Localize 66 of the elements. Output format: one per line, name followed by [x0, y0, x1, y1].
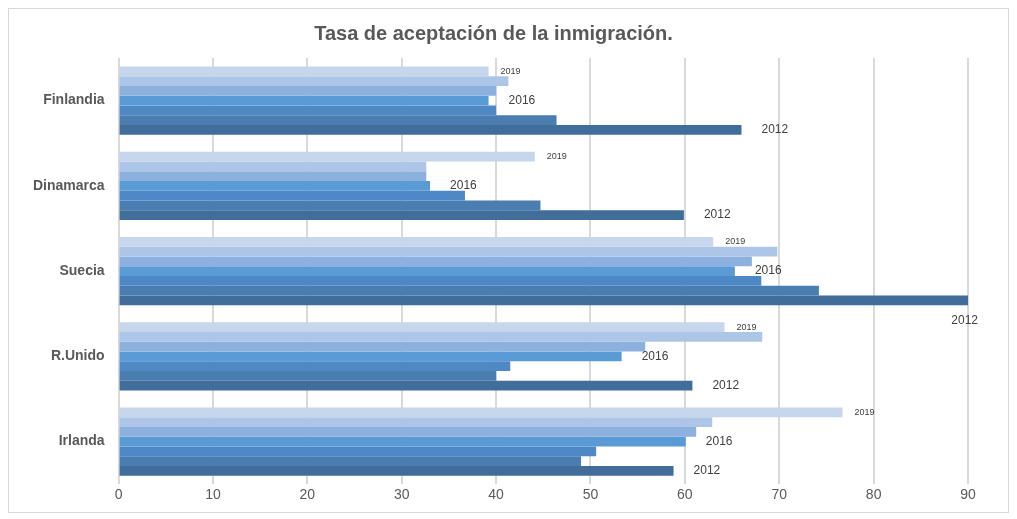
bar [119, 256, 752, 267]
bar [119, 237, 714, 247]
x-tick-label: 0 [114, 486, 123, 503]
bar [119, 285, 819, 296]
bar [119, 322, 725, 332]
bar [119, 426, 697, 437]
bar [119, 115, 557, 125]
text: 2012 [693, 463, 721, 478]
chart-title: Tasa de aceptación de la inmigración. [314, 21, 673, 44]
bar [119, 200, 541, 211]
x-tick-label: 90 [960, 486, 976, 503]
x-tick-label: 10 [205, 486, 221, 503]
bar [119, 76, 509, 87]
bar [119, 370, 497, 381]
bar [119, 380, 693, 391]
bar [119, 124, 742, 135]
series-label: 2019 [500, 65, 521, 76]
text: 2012 [761, 122, 789, 137]
y-tick-label: Finlandia [43, 91, 105, 108]
bar [119, 351, 622, 362]
bar [119, 180, 431, 191]
x-tick-label: 30 [393, 486, 410, 503]
bar [119, 417, 713, 427]
series-label: 2016 [754, 263, 782, 278]
bar [119, 446, 597, 457]
text: 2019 [736, 321, 757, 332]
text: 2016 [508, 92, 536, 107]
text: 2019 [546, 151, 567, 162]
bar [119, 456, 582, 466]
text: 2012 [712, 377, 740, 392]
series-label: 2012 [951, 312, 979, 327]
bar [119, 266, 735, 276]
bar [119, 105, 497, 116]
y-tick-label: Dinamarca [33, 176, 105, 193]
y-tick-label: Irlanda [58, 432, 105, 449]
bar [119, 465, 674, 476]
text: 2016 [450, 178, 477, 193]
bar [119, 361, 511, 371]
text: 2019 [725, 236, 746, 247]
x-tick-label: 20 [299, 486, 316, 503]
x-tick-label: 70 [771, 486, 788, 503]
x-tick-label: 50 [582, 486, 599, 503]
x-tick-label: 60 [677, 486, 693, 503]
bar [119, 331, 763, 342]
bar [119, 66, 489, 77]
bar [119, 436, 686, 447]
bar [119, 275, 762, 286]
bar [119, 341, 646, 352]
bar [119, 171, 427, 181]
text: 2019 [854, 406, 875, 417]
text: 2012 [703, 207, 731, 222]
bar [119, 161, 427, 172]
text: 2016 [705, 433, 733, 448]
bar [119, 86, 497, 96]
bar [119, 246, 778, 257]
y-tick-label: Suecia [59, 261, 105, 278]
x-tick-label: 80 [865, 486, 882, 503]
bar [119, 95, 489, 106]
bar [119, 190, 465, 201]
bar [119, 295, 968, 306]
bar [119, 210, 684, 220]
bar [119, 407, 843, 418]
x-tick-label: 40 [488, 486, 505, 503]
text: 2016 [641, 348, 669, 363]
bar [119, 151, 535, 162]
y-tick-label: R.Unido [50, 347, 105, 364]
